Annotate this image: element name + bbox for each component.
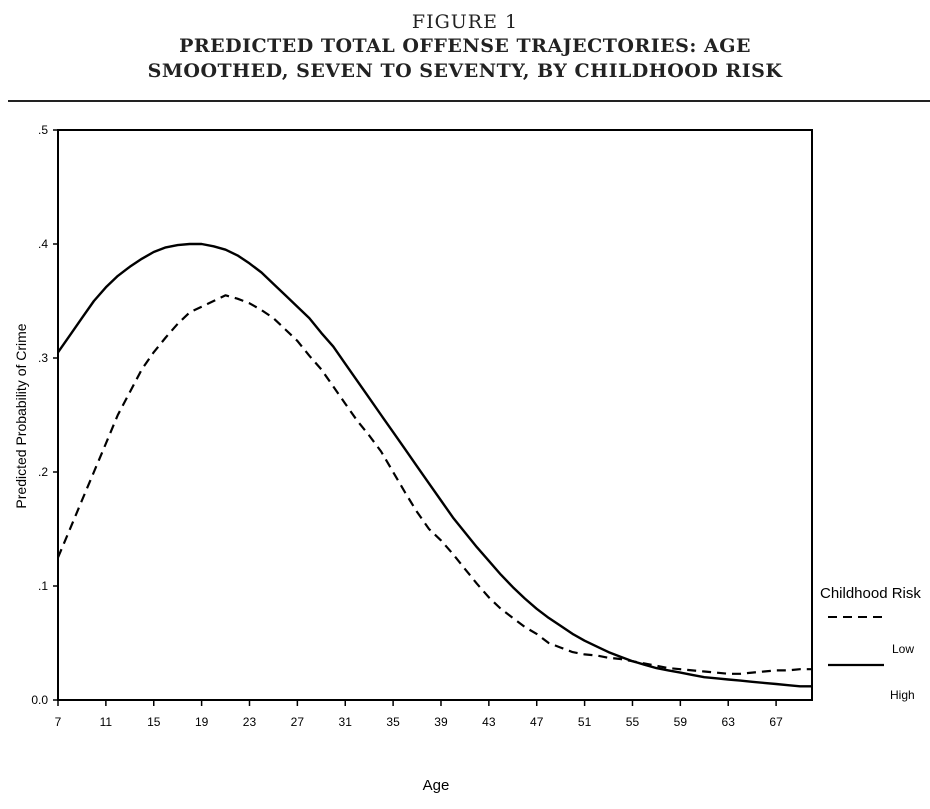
y-tick-label: .2 (38, 465, 48, 479)
figure-label: FIGURE 1 (411, 11, 519, 33)
series-line-low (56, 294, 812, 675)
legend: Childhood Risk Low High (820, 585, 921, 702)
figure-header: FIGURE 1 PREDICTED TOTAL OFFENSE TRAJECT… (0, 10, 930, 84)
x-tick-label: 51 (578, 715, 592, 729)
x-tick-label: 35 (386, 715, 400, 729)
y-axis-label: Predicted Probability of Crime (13, 323, 29, 508)
x-tick-label: 67 (769, 715, 783, 729)
x-tick-label: 19 (195, 715, 209, 729)
x-tick-label: 31 (339, 715, 353, 729)
x-tick-label: 23 (243, 715, 257, 729)
figure-title-line-2: SMOOTHED, SEVEN TO SEVENTY, BY CHILDHOOD… (147, 60, 783, 82)
x-tick-label: 43 (482, 715, 496, 729)
plot-frame (57, 129, 813, 701)
y-tick-label: .1 (38, 579, 48, 593)
x-axis-label: Age (423, 777, 450, 794)
x-tick-label: 39 (434, 715, 448, 729)
x-tick-label: 55 (626, 715, 640, 729)
x-tick-label: 59 (674, 715, 688, 729)
x-tick-label: 63 (722, 715, 736, 729)
x-tick-label: 7 (55, 715, 62, 729)
series-line-high (57, 242, 812, 688)
legend-title: Childhood Risk (820, 585, 921, 602)
x-tick-label: 15 (147, 715, 161, 729)
y-tick-label: .5 (38, 123, 48, 137)
x-tick-label: 47 (530, 715, 544, 729)
legend-label-low: Low (892, 642, 914, 656)
x-tick-label: 11 (100, 715, 113, 729)
x-tick-label: 27 (291, 715, 305, 729)
figure-title-line-1: PREDICTED TOTAL OFFENSE TRAJECTORIES: AG… (179, 35, 751, 57)
header-rule (8, 100, 930, 102)
y-tick-label: .4 (38, 237, 48, 251)
y-tick-label: 0.0 (31, 693, 48, 707)
y-tick-label: .3 (38, 351, 48, 365)
legend-label-high: High (890, 688, 915, 702)
